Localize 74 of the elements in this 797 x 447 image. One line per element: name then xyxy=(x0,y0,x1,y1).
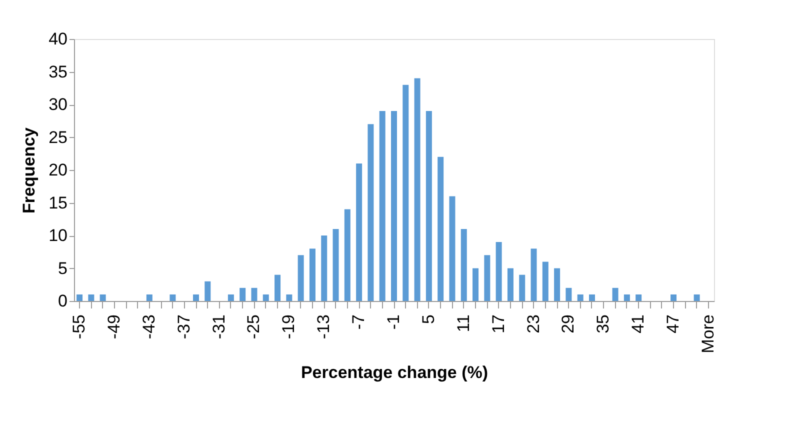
x-axis-title: Percentage change (%) xyxy=(300,363,488,382)
y-tick-label: 25 xyxy=(48,128,68,147)
x-tick-label: 41 xyxy=(628,314,648,334)
bar xyxy=(274,274,281,301)
bar xyxy=(344,209,350,301)
bar xyxy=(298,255,304,301)
bar xyxy=(566,288,572,301)
bar xyxy=(240,288,246,301)
bar xyxy=(530,248,537,301)
bar xyxy=(542,262,548,301)
bar xyxy=(332,228,339,301)
y-tick-label: 5 xyxy=(58,258,68,278)
x-tick-label: -7 xyxy=(349,314,368,330)
bar xyxy=(170,294,176,301)
bar xyxy=(309,248,316,301)
x-tick-label: -31 xyxy=(209,314,228,340)
bar xyxy=(519,274,526,301)
bar xyxy=(624,294,630,301)
y-tick-label: 10 xyxy=(48,226,68,245)
x-tick-label: -1 xyxy=(384,314,403,330)
x-tick-label: 11 xyxy=(454,314,473,332)
bar xyxy=(496,242,502,301)
bar xyxy=(88,294,94,301)
x-tick-label: 47 xyxy=(664,314,683,334)
x-tick-label: 29 xyxy=(558,314,578,334)
y-tick-label: 20 xyxy=(48,160,68,180)
x-tick-label: -43 xyxy=(139,314,158,340)
bar xyxy=(251,288,258,301)
bar xyxy=(426,111,432,301)
y-tick-label: 40 xyxy=(48,30,68,48)
bar xyxy=(484,255,490,301)
y-tick-label: 35 xyxy=(48,62,68,82)
bar xyxy=(472,268,479,301)
x-tick-label: -55 xyxy=(70,314,89,340)
bar xyxy=(76,294,83,301)
bar xyxy=(507,268,514,301)
x-tick-label: 5 xyxy=(418,314,438,324)
x-tick-label: -25 xyxy=(244,314,264,340)
x-tick-label: -37 xyxy=(174,314,194,340)
bar xyxy=(694,294,700,301)
bar xyxy=(414,78,420,301)
bar xyxy=(286,294,292,301)
bar xyxy=(321,236,328,301)
y-tick-label: 30 xyxy=(48,95,68,114)
bar xyxy=(402,84,409,301)
bar xyxy=(612,288,618,301)
x-tick-label: -49 xyxy=(104,314,124,340)
x-tick-label: 17 xyxy=(488,314,508,334)
x-tick-label: -19 xyxy=(279,314,298,340)
x-tick-label: More xyxy=(698,314,718,354)
bar xyxy=(100,294,106,301)
x-tick-label: -13 xyxy=(314,314,334,340)
bar xyxy=(146,294,152,301)
x-tick-label: 35 xyxy=(594,314,613,334)
bar xyxy=(577,294,584,301)
bar xyxy=(670,294,677,301)
bar xyxy=(368,124,374,301)
bar xyxy=(554,268,560,301)
bar xyxy=(204,281,211,301)
bar xyxy=(438,156,444,301)
bar xyxy=(460,228,467,301)
y-axis-title: Frequency xyxy=(20,126,39,214)
bar xyxy=(228,294,234,301)
y-tick-label: 15 xyxy=(48,193,68,212)
x-tick-label: 23 xyxy=(524,314,543,334)
bar xyxy=(379,111,386,301)
bar xyxy=(262,294,269,301)
bar xyxy=(636,294,642,301)
y-tick-label: 0 xyxy=(58,292,68,310)
bar xyxy=(356,163,362,301)
bar xyxy=(193,294,199,301)
bar xyxy=(589,294,595,301)
bar xyxy=(391,111,397,301)
bar xyxy=(449,196,456,301)
